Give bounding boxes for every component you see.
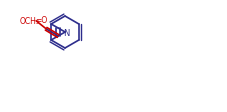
- Text: =O: =O: [35, 16, 47, 25]
- Text: OCH₃: OCH₃: [19, 17, 39, 26]
- Text: N: N: [63, 28, 69, 37]
